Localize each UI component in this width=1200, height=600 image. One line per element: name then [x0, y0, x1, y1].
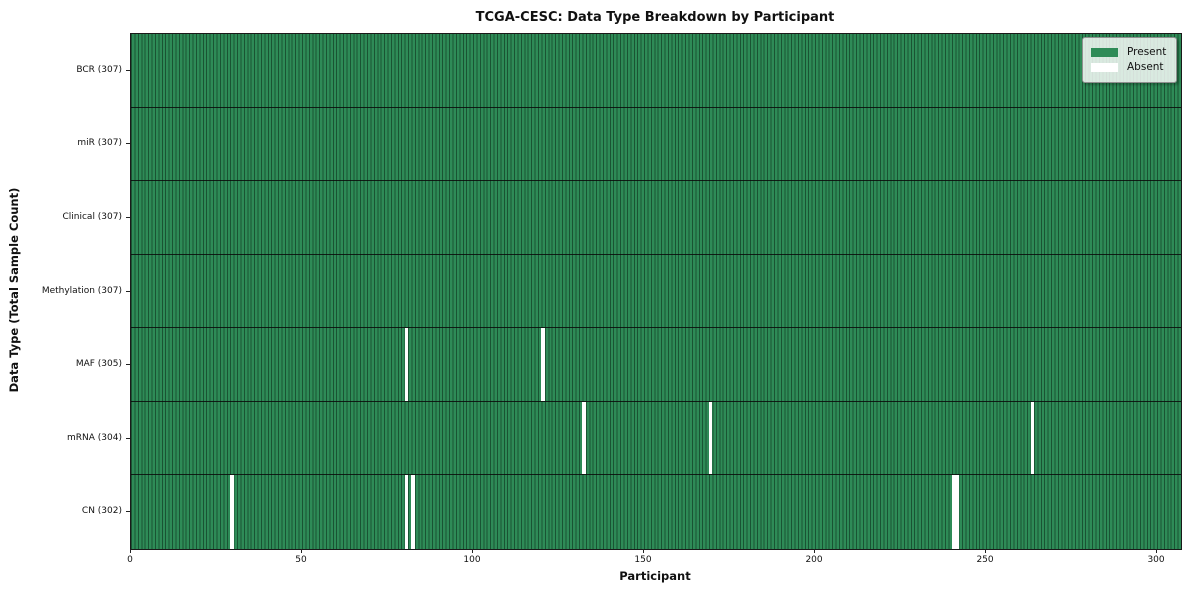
y-tick-label-clinical: Clinical (307) — [62, 211, 122, 222]
x-tick-label-150: 150 — [634, 555, 652, 565]
y-tick-mark — [126, 290, 130, 292]
heatmap-plot-area — [130, 33, 1182, 550]
y-tick-mark — [126, 364, 130, 366]
y-tick-label-maf: MAF (305) — [75, 359, 122, 370]
x-tick-label-100: 100 — [463, 555, 481, 565]
x-tick-label-0: 0 — [127, 555, 133, 565]
heatmap-row-methylation — [131, 254, 1181, 329]
x-tick-mark — [985, 549, 987, 553]
y-tick-label-mir: miR (307) — [77, 138, 122, 149]
x-axis-label: Participant — [619, 569, 691, 583]
x-tick-mark — [1156, 549, 1158, 553]
legend-label-present: Present — [1127, 46, 1167, 58]
heatmap-row-mir — [131, 107, 1181, 182]
absent-cell-mrna-132 — [582, 401, 586, 475]
y-tick-label-cn: CN (302) — [81, 506, 122, 517]
legend: Present Absent — [1082, 37, 1178, 83]
x-tick-label-200: 200 — [805, 555, 823, 565]
y-tick-mark — [126, 143, 130, 145]
y-tick-mark — [126, 69, 130, 71]
absent-cell-cn-82 — [411, 475, 415, 549]
y-tick-label-mrna: mRNA (304) — [67, 432, 122, 443]
x-tick-mark — [814, 549, 816, 553]
y-tick-mark — [126, 216, 130, 218]
x-tick-label-250: 250 — [976, 555, 994, 565]
x-tick-mark — [472, 549, 474, 553]
x-tick-label-50: 50 — [295, 555, 307, 565]
heatmap-row-maf — [131, 328, 1181, 402]
heatmap-row-mrna — [131, 401, 1181, 476]
chart-title: TCGA-CESC: Data Type Breakdown by Partic… — [475, 10, 835, 25]
absent-cell-cn-80 — [404, 475, 409, 549]
y-tick-label-methylation: Methylation (307) — [41, 285, 122, 296]
x-tick-mark — [130, 549, 131, 553]
heatmap-row-cn — [131, 475, 1181, 549]
legend-label-absent: Absent — [1127, 61, 1164, 73]
absent-cell-maf-80 — [404, 328, 409, 401]
absent-cell-mrna-263 — [1030, 401, 1034, 475]
legend-entry-present: Present — [1091, 46, 1166, 59]
x-tick-mark — [301, 549, 302, 553]
y-tick-label-bcr: BCR (307) — [76, 64, 122, 75]
legend-entry-absent: Absent — [1091, 61, 1166, 74]
heatmap-row-bcr — [131, 34, 1181, 108]
x-tick-label-300: 300 — [1147, 555, 1165, 565]
heatmap-row-clinical — [131, 181, 1181, 255]
absent-cell-cn-241 — [955, 475, 959, 549]
y-tick-mark — [126, 511, 130, 513]
absent-cell-maf-120 — [541, 328, 545, 401]
absent-cell-cn-29 — [230, 475, 234, 549]
legend-swatch-absent-icon — [1091, 63, 1118, 72]
y-tick-mark — [126, 437, 130, 439]
absent-cell-mrna-169 — [709, 401, 713, 475]
legend-swatch-present-icon — [1091, 48, 1118, 57]
absent-cell-cn-240 — [951, 475, 956, 549]
x-tick-mark — [643, 549, 645, 553]
